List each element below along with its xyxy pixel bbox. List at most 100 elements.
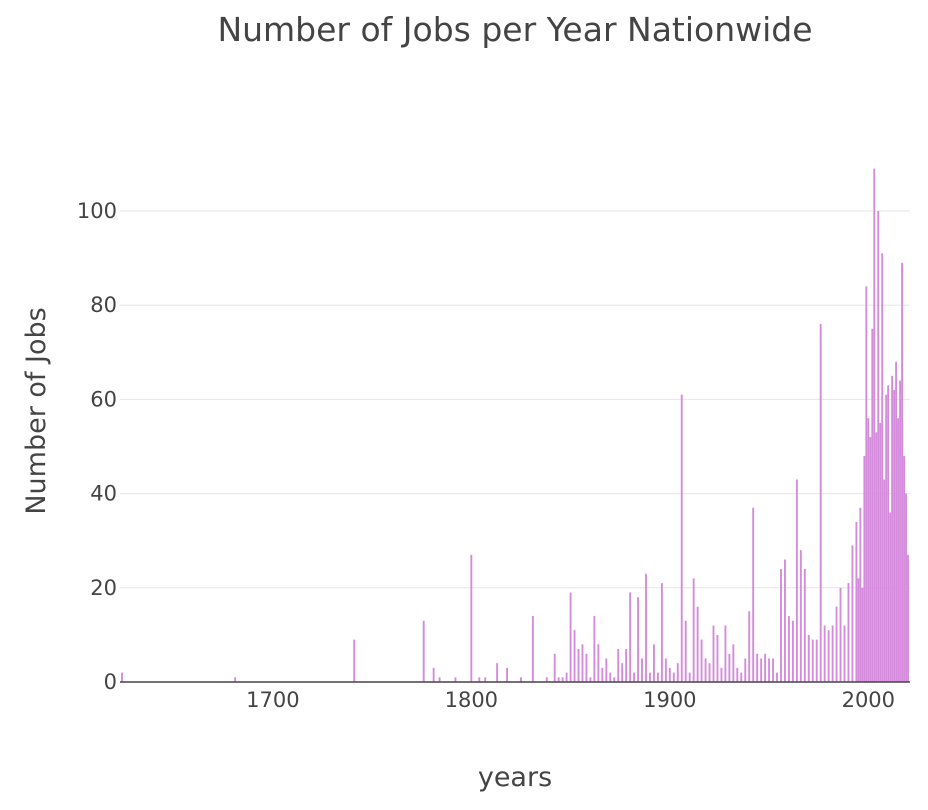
bar bbox=[839, 587, 842, 682]
bar bbox=[625, 649, 628, 682]
bar bbox=[581, 644, 584, 682]
bar bbox=[889, 512, 892, 682]
bar bbox=[704, 658, 707, 682]
bar bbox=[565, 672, 568, 682]
bar bbox=[885, 394, 888, 682]
bar bbox=[353, 639, 356, 682]
bar bbox=[720, 667, 723, 682]
bar bbox=[901, 262, 904, 682]
bar bbox=[865, 286, 868, 682]
bar bbox=[692, 578, 695, 682]
bar bbox=[613, 677, 616, 682]
bar bbox=[641, 658, 643, 682]
bar bbox=[831, 625, 834, 682]
bar bbox=[795, 479, 798, 682]
y-tick-label: 80 bbox=[90, 293, 117, 317]
bar bbox=[780, 568, 782, 682]
bar bbox=[585, 653, 588, 682]
bar bbox=[633, 672, 636, 682]
y-tick-label: 40 bbox=[90, 482, 117, 506]
bar bbox=[863, 455, 866, 682]
bar bbox=[121, 672, 123, 682]
bar bbox=[887, 385, 890, 682]
bar bbox=[617, 649, 620, 682]
bar bbox=[561, 677, 564, 682]
bar bbox=[496, 663, 499, 682]
bar bbox=[875, 432, 878, 682]
bar bbox=[855, 521, 858, 682]
bar bbox=[684, 620, 687, 682]
bar bbox=[621, 663, 624, 682]
bar bbox=[680, 394, 683, 682]
x-tick-labels: 1700 1800 1900 2000 bbox=[246, 688, 895, 712]
bar bbox=[903, 455, 905, 682]
bar bbox=[905, 493, 907, 682]
bar bbox=[732, 644, 735, 682]
bar bbox=[520, 677, 522, 682]
bar bbox=[438, 677, 441, 682]
bar bbox=[700, 639, 703, 682]
bar bbox=[744, 658, 747, 682]
bar bbox=[545, 677, 548, 682]
bar bbox=[897, 418, 900, 682]
bar bbox=[827, 630, 830, 682]
bar bbox=[815, 639, 818, 682]
bar bbox=[688, 672, 691, 682]
bar bbox=[784, 559, 786, 682]
bar bbox=[893, 389, 896, 682]
bar bbox=[696, 606, 699, 682]
bar bbox=[531, 616, 534, 682]
chart-title: Number of Jobs per Year Nationwide bbox=[217, 10, 812, 49]
bar bbox=[877, 211, 880, 682]
x-tick-label: 1800 bbox=[445, 688, 498, 712]
bar bbox=[873, 168, 876, 683]
bar bbox=[597, 644, 600, 682]
bar bbox=[847, 583, 850, 682]
bar bbox=[569, 592, 572, 682]
x-tick-label: 1900 bbox=[643, 688, 696, 712]
bar bbox=[736, 667, 739, 682]
bar bbox=[843, 625, 846, 682]
bar bbox=[629, 592, 632, 682]
bar bbox=[422, 620, 425, 682]
bar bbox=[859, 507, 862, 682]
bar bbox=[664, 658, 667, 682]
bar bbox=[573, 630, 576, 682]
bar bbox=[601, 667, 604, 682]
bar bbox=[728, 653, 731, 682]
bar bbox=[807, 634, 810, 682]
gridlines bbox=[120, 210, 910, 589]
bar bbox=[656, 672, 659, 682]
bar bbox=[676, 663, 679, 682]
bar bbox=[871, 328, 874, 682]
bar bbox=[645, 573, 647, 682]
bar bbox=[708, 663, 711, 682]
x-tick-label: 2000 bbox=[842, 688, 895, 712]
bar bbox=[478, 677, 481, 682]
bar bbox=[470, 554, 473, 682]
bar bbox=[668, 667, 671, 682]
bar bbox=[883, 479, 886, 682]
bar bbox=[484, 677, 487, 682]
bar bbox=[712, 625, 715, 682]
bar bbox=[724, 625, 727, 682]
bar bbox=[589, 677, 592, 682]
bar bbox=[861, 587, 864, 682]
bar bbox=[660, 583, 663, 682]
bar bbox=[760, 658, 763, 682]
bar bbox=[557, 677, 560, 682]
bar bbox=[553, 653, 556, 682]
bar bbox=[787, 616, 790, 682]
bar bbox=[577, 649, 580, 682]
bar bbox=[823, 625, 826, 682]
bar bbox=[740, 672, 743, 682]
bar bbox=[752, 507, 755, 682]
bar bbox=[899, 380, 902, 682]
y-tick-label: 100 bbox=[77, 199, 117, 223]
bar bbox=[851, 545, 854, 682]
bar bbox=[716, 634, 719, 682]
bar bbox=[653, 644, 655, 682]
bar bbox=[649, 672, 651, 682]
